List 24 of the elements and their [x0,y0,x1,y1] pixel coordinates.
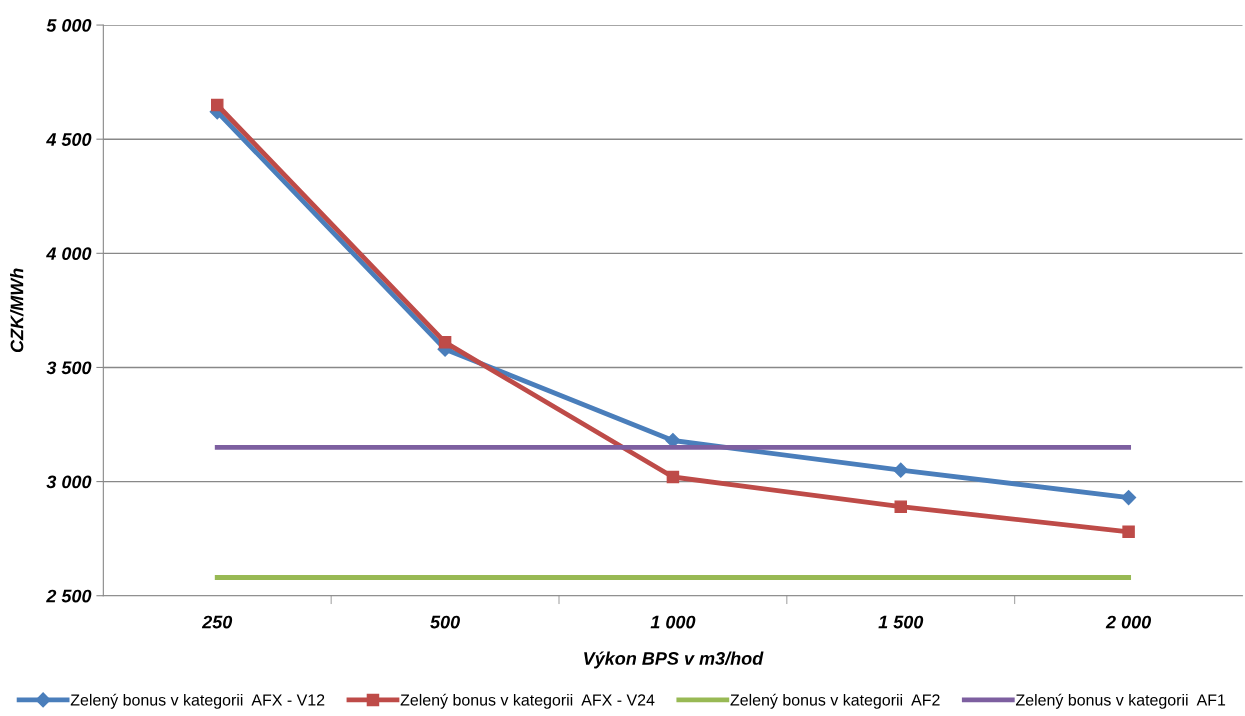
y-tick-label: 4 000 [46,247,92,261]
legend-label: Zelený bonus v kategorii AF2 [730,693,940,709]
x-tick-label: 1 500 [878,615,924,629]
point [438,336,452,349]
y-axis-title: CZK/MWh [10,268,24,353]
x-tick-label: 1 000 [650,615,696,629]
y-tick-label: 4 500 [46,133,92,146]
y-tick-label: 5 000 [46,18,92,32]
x-tick-label: 250 [201,615,233,629]
y-tick-label: 3 500 [46,361,92,375]
point [211,98,224,112]
x-tick-label: 500 [430,615,460,629]
y-tick-label: 2 500 [46,589,92,603]
y-tick-label: 3 000 [46,475,92,489]
point [666,470,680,484]
legend-label: Zelený bonus v kategorii AF1 [1015,693,1226,709]
legend-label: Zelený bonus v kategorii AFX - V24 [400,693,655,709]
point [1122,525,1135,539]
x-axis-title: Výkon BPS v m3/hod [584,651,764,669]
legend-label: Zelený bonus v kategorii AFX - V12 [70,693,325,709]
x-tick-label: 2 000 [1105,615,1152,629]
point [1121,489,1137,506]
point [893,462,909,478]
point [894,500,908,513]
